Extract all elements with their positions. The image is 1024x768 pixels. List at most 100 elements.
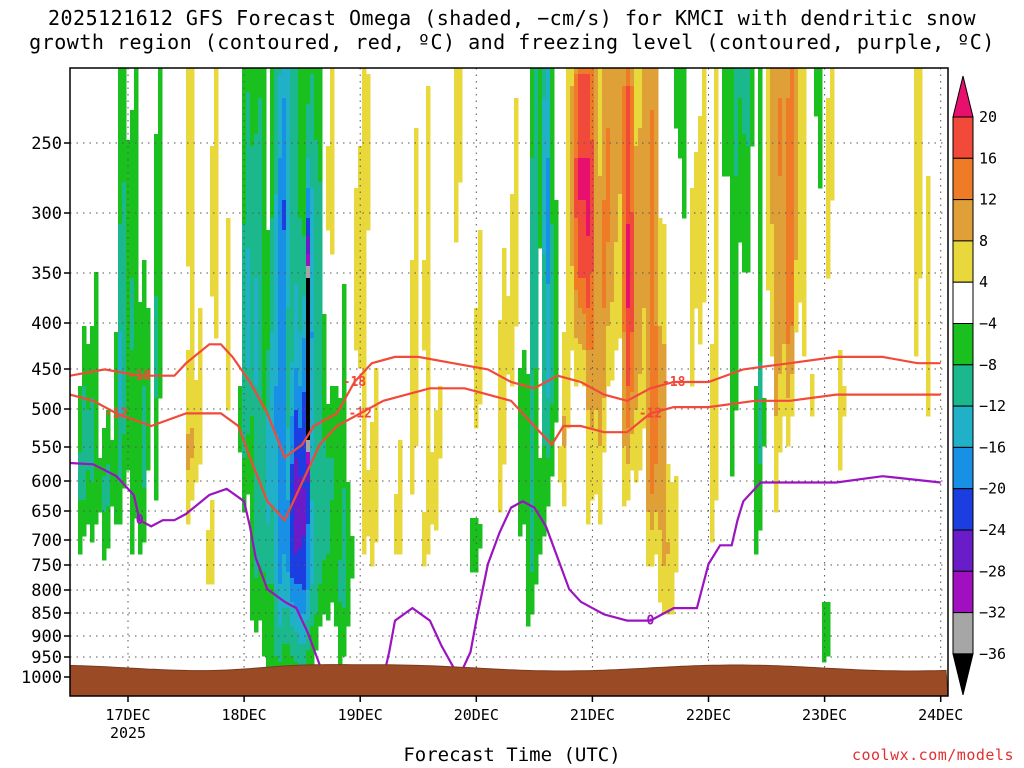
omega-cell bbox=[270, 506, 275, 513]
omega-cell bbox=[198, 308, 203, 315]
omega-cell bbox=[306, 320, 311, 327]
omega-cell bbox=[530, 596, 535, 603]
omega-cell bbox=[122, 128, 127, 135]
omega-cell bbox=[550, 158, 555, 165]
omega-cell bbox=[530, 332, 535, 339]
omega-cell bbox=[538, 542, 543, 549]
omega-cell bbox=[214, 122, 219, 129]
omega-cell bbox=[550, 356, 555, 363]
omega-cell bbox=[546, 128, 551, 135]
omega-cell bbox=[258, 230, 263, 237]
omega-cell bbox=[286, 284, 291, 291]
omega-cell bbox=[270, 614, 275, 621]
omega-cell bbox=[310, 278, 315, 285]
omega-cell bbox=[318, 362, 323, 369]
omega-cell bbox=[286, 308, 291, 315]
omega-cell bbox=[186, 224, 191, 231]
omega-cell bbox=[510, 368, 515, 375]
omega-cell bbox=[526, 386, 531, 393]
omega-cell bbox=[186, 434, 191, 441]
omega-cell bbox=[530, 146, 535, 153]
omega-cell bbox=[302, 68, 307, 75]
omega-cell bbox=[458, 164, 463, 171]
omega-cell bbox=[134, 68, 139, 75]
omega-cell bbox=[186, 500, 191, 507]
omega-cell bbox=[538, 188, 543, 195]
omega-cell bbox=[410, 440, 415, 447]
omega-cell bbox=[82, 482, 87, 489]
omega-cell bbox=[122, 122, 127, 129]
omega-cell bbox=[254, 416, 259, 423]
omega-cell bbox=[262, 230, 267, 237]
omega-cell bbox=[330, 488, 335, 495]
omega-cell bbox=[90, 494, 95, 501]
omega-cell bbox=[258, 344, 263, 351]
omega-cell bbox=[530, 536, 535, 543]
omega-cell bbox=[546, 74, 551, 81]
omega-cell bbox=[326, 164, 331, 171]
omega-cell bbox=[422, 284, 427, 291]
omega-cell bbox=[330, 74, 335, 81]
omega-cell bbox=[530, 158, 535, 165]
omega-cell bbox=[530, 272, 535, 279]
omega-cell bbox=[214, 140, 219, 147]
omega-cell bbox=[274, 560, 279, 567]
omega-cell bbox=[270, 152, 275, 159]
omega-cell bbox=[314, 320, 319, 327]
omega-cell bbox=[362, 98, 367, 105]
omega-cell bbox=[314, 212, 319, 219]
omega-cell bbox=[502, 308, 507, 315]
omega-cell bbox=[250, 422, 255, 429]
omega-cell bbox=[190, 254, 195, 261]
omega-cell bbox=[410, 350, 415, 357]
omega-cell bbox=[526, 470, 531, 477]
omega-cell bbox=[130, 164, 135, 171]
omega-cell bbox=[338, 590, 343, 597]
omega-cell bbox=[318, 188, 323, 195]
omega-cell bbox=[306, 380, 311, 387]
omega-cell bbox=[322, 440, 327, 447]
omega-cell bbox=[286, 446, 291, 453]
omega-cell bbox=[470, 518, 475, 525]
omega-cell bbox=[370, 542, 375, 549]
omega-cell bbox=[562, 404, 567, 411]
omega-cell bbox=[278, 560, 283, 567]
omega-cell bbox=[366, 524, 371, 531]
omega-cell bbox=[258, 212, 263, 219]
omega-cell bbox=[550, 296, 555, 303]
omega-cell bbox=[102, 458, 107, 465]
omega-cell bbox=[538, 506, 543, 513]
omega-cell bbox=[542, 440, 547, 447]
omega-cell bbox=[306, 338, 311, 345]
omega-cell bbox=[266, 308, 271, 315]
omega-cell bbox=[250, 188, 255, 195]
omega-cell bbox=[314, 614, 319, 621]
omega-cell bbox=[154, 368, 159, 375]
omega-cell bbox=[298, 566, 303, 573]
omega-cell bbox=[510, 308, 515, 315]
omega-cell bbox=[298, 554, 303, 561]
omega-cell bbox=[502, 260, 507, 267]
omega-cell bbox=[338, 476, 343, 483]
omega-cell bbox=[358, 200, 363, 207]
omega-cell bbox=[118, 398, 123, 405]
omega-cell bbox=[282, 500, 287, 507]
omega-cell bbox=[154, 326, 159, 333]
omega-cell bbox=[354, 236, 359, 243]
omega-cell bbox=[274, 386, 279, 393]
omega-cell bbox=[498, 464, 503, 471]
omega-cell bbox=[534, 122, 539, 129]
omega-cell bbox=[86, 470, 91, 477]
omega-cell bbox=[426, 164, 431, 171]
omega-cell bbox=[334, 404, 339, 411]
omega-cell bbox=[90, 380, 95, 387]
omega-cell bbox=[458, 170, 463, 177]
omega-cell bbox=[270, 350, 275, 357]
omega-cell bbox=[474, 368, 479, 375]
omega-cell bbox=[510, 284, 515, 291]
omega-cell bbox=[578, 236, 583, 243]
omega-cell bbox=[298, 386, 303, 393]
omega-cell bbox=[246, 68, 251, 75]
omega-cell bbox=[242, 134, 247, 141]
omega-cell bbox=[118, 236, 123, 243]
